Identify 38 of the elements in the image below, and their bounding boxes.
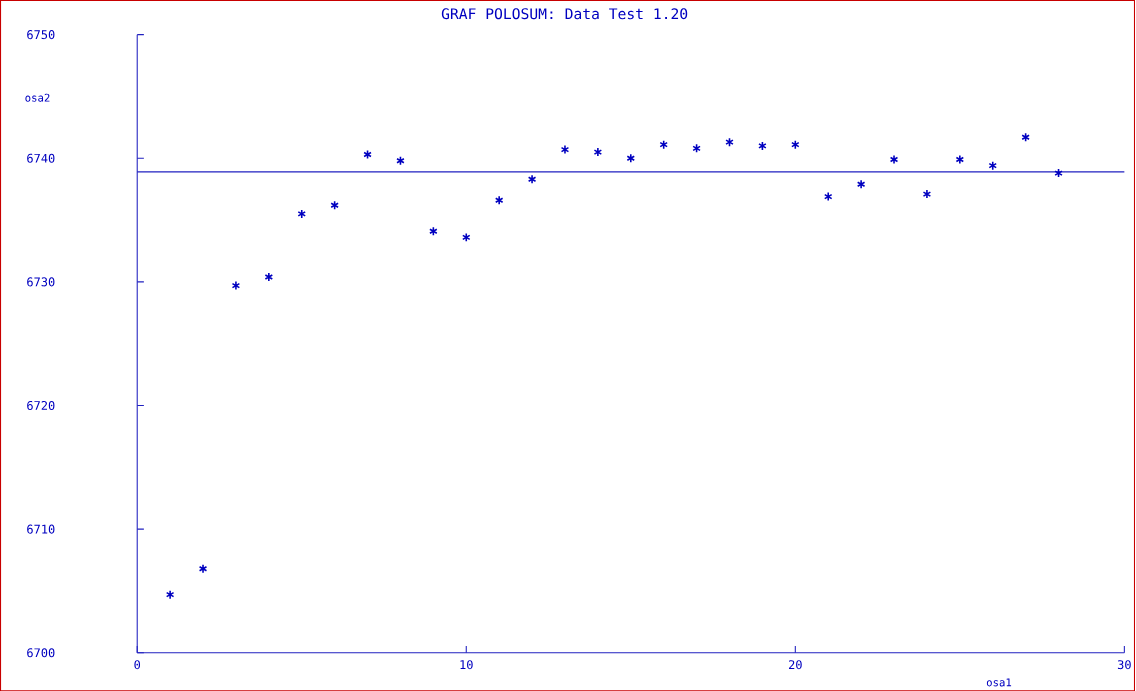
point [165, 589, 175, 600]
x-axis-title: osa1 [986, 678, 1012, 687]
point [198, 563, 208, 574]
point [823, 191, 833, 202]
y-tick-label: 6740 [27, 153, 55, 163]
point [659, 139, 668, 150]
point [494, 195, 504, 205]
point [560, 144, 570, 155]
point [922, 189, 932, 199]
y-tick-label: 6720 [27, 400, 55, 410]
point [396, 155, 405, 166]
point [593, 147, 603, 157]
point [889, 154, 899, 165]
point [527, 174, 537, 184]
point [231, 280, 241, 291]
y-tick-label: 6750 [27, 29, 55, 39]
point [1021, 132, 1030, 142]
x-tick-label: 10 [460, 659, 473, 670]
y-axis-title: osa2 [25, 93, 50, 102]
point [988, 160, 997, 171]
point [626, 153, 636, 163]
point [1054, 168, 1063, 178]
x-tick-label: 20 [788, 659, 802, 670]
y-tick-label: 6730 [27, 277, 55, 287]
point [856, 179, 866, 189]
y-tick-label: 6710 [27, 524, 55, 534]
point [692, 143, 701, 153]
point [330, 200, 339, 210]
point [363, 149, 372, 160]
x-tick-label: 0 [134, 659, 141, 670]
chart-title: GRAF POLOSUM: Data Test 1.20 [441, 8, 688, 20]
point [791, 139, 800, 150]
point [955, 154, 965, 165]
x-tick-label: 30 [1117, 659, 1131, 670]
point [462, 232, 471, 242]
point [429, 226, 438, 236]
point [725, 137, 734, 147]
y-tick-label: 6700 [27, 648, 55, 658]
